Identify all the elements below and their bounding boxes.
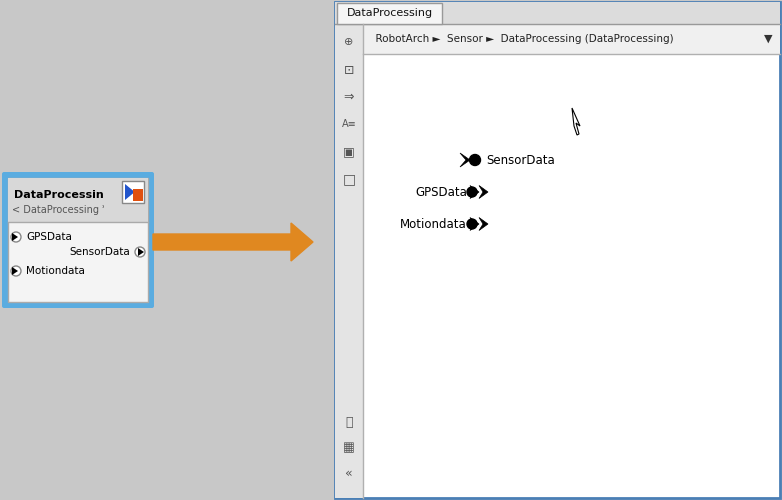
Text: GPSData: GPSData	[415, 186, 467, 198]
Polygon shape	[12, 233, 18, 241]
Text: Motiondata: Motiondata	[26, 266, 85, 276]
Polygon shape	[460, 153, 470, 167]
Circle shape	[11, 232, 21, 242]
Polygon shape	[125, 184, 135, 200]
Bar	[335, 2, 780, 498]
FancyArrow shape	[153, 223, 313, 261]
Text: «: «	[345, 466, 353, 479]
Text: DataProcessing: DataProcessing	[346, 8, 432, 18]
Bar	[335, 24, 363, 498]
Bar	[337, 3, 442, 24]
Text: RobotArch ►  Sensor ►  DataProcessing (DataProcessing): RobotArch ► Sensor ► DataProcessing (Dat…	[369, 34, 673, 44]
Text: DataProcessin: DataProcessin	[13, 190, 103, 200]
Circle shape	[467, 187, 477, 197]
Text: ⊡: ⊡	[344, 64, 354, 76]
Text: SensorData: SensorData	[486, 154, 554, 166]
Text: ⊕: ⊕	[344, 37, 353, 47]
Polygon shape	[479, 186, 488, 198]
Text: ▣: ▣	[343, 146, 355, 158]
Circle shape	[11, 266, 21, 276]
Polygon shape	[479, 218, 488, 230]
Text: Motiondata: Motiondata	[400, 218, 467, 230]
Bar	[335, 2, 780, 24]
Text: ▼: ▼	[764, 34, 773, 44]
Circle shape	[135, 247, 145, 257]
Text: □: □	[343, 172, 356, 186]
Polygon shape	[572, 108, 580, 135]
Text: SensorData: SensorData	[70, 247, 130, 257]
Polygon shape	[12, 267, 18, 275]
Text: 📷: 📷	[345, 416, 353, 430]
Text: ▦: ▦	[343, 442, 355, 454]
Polygon shape	[470, 186, 479, 198]
Circle shape	[469, 154, 480, 166]
Text: < DataProcessing ʾ: < DataProcessing ʾ	[12, 205, 105, 215]
Bar	[8, 178, 148, 302]
Bar	[8, 178, 148, 222]
Text: GPSData: GPSData	[26, 232, 72, 242]
Text: ⇒: ⇒	[344, 90, 354, 104]
Text: A≡: A≡	[342, 119, 357, 129]
Bar	[122, 181, 144, 203]
Bar	[363, 24, 780, 54]
Circle shape	[467, 219, 477, 229]
Polygon shape	[470, 218, 479, 230]
Bar	[133, 188, 143, 201]
FancyBboxPatch shape	[2, 172, 154, 308]
Polygon shape	[138, 248, 144, 256]
